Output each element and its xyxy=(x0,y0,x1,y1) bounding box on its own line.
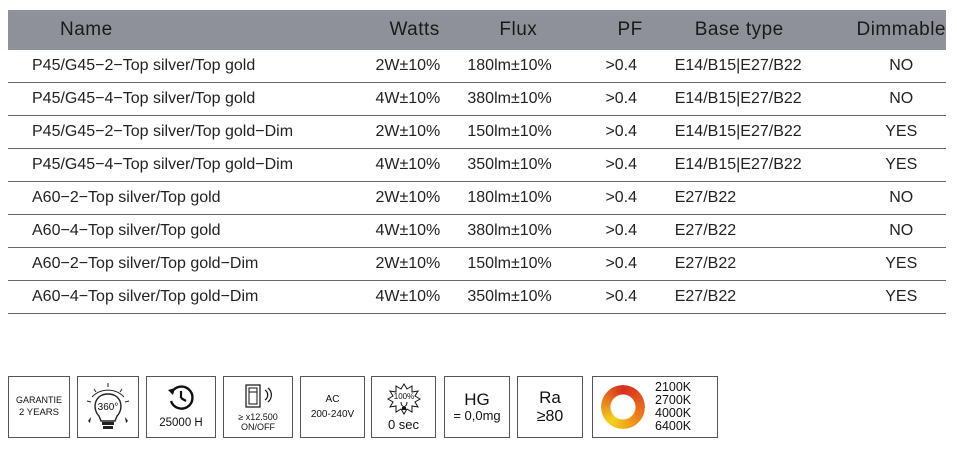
switch-icon xyxy=(245,384,272,408)
cell-name: P45/G45−2−Top silver/Top gold xyxy=(8,50,376,83)
cell-base-type: E27/B22 xyxy=(674,280,857,314)
table-header-row: Name Watts Flux PF Base type Dimmable xyxy=(8,10,946,50)
table-row: P45/G45−2−Top silver/Top gold−Dim 2W±10%… xyxy=(8,115,946,149)
cell-pf: >0.4 xyxy=(605,181,675,215)
cell-watts: 4W±10% xyxy=(375,148,468,182)
table-row: A60−2−Top silver/Top gold−Dim 2W±10% 150… xyxy=(8,247,946,281)
switching-count: ≥ x12.500 xyxy=(238,411,278,422)
table-row: A60−2−Top silver/Top gold 2W±10% 180lm±1… xyxy=(8,181,946,215)
cct-value: 2700K xyxy=(655,392,692,407)
lifetime-badge: 25000 H xyxy=(146,376,216,438)
cell-flux: 380lm±10% xyxy=(467,214,606,248)
cell-pf: >0.4 xyxy=(605,247,675,281)
cell-flux: 150lm±10% xyxy=(467,247,606,281)
instant-start-badge: 100% 0 sec xyxy=(371,376,436,438)
cell-flux: 180lm±10% xyxy=(467,181,606,215)
cell-dimmable: YES xyxy=(856,148,946,182)
cri-symbol: Ra xyxy=(539,388,561,408)
cell-flux: 350lm±10% xyxy=(467,280,606,314)
cell-dimmable: NO xyxy=(856,50,946,83)
cell-watts: 2W±10% xyxy=(375,115,468,149)
header-watts: Watts xyxy=(375,10,468,50)
guarantee-badge: GARANTIE 2 YEARS xyxy=(8,376,70,438)
table-row: P45/G45−2−Top silver/Top gold 2W±10% 180… xyxy=(8,50,946,83)
cell-base-type: E14/B15|E27/B22 xyxy=(674,115,857,149)
cri-value: ≥80 xyxy=(536,407,564,425)
cell-watts: 2W±10% xyxy=(375,181,468,215)
cell-watts: 4W±10% xyxy=(375,280,468,314)
cell-dimmable: YES xyxy=(856,280,946,314)
table-row: A60−4−Top silver/Top gold 4W±10% 380lm±1… xyxy=(8,214,946,248)
mercury-symbol: HG xyxy=(464,389,490,409)
cell-name: A60−2−Top silver/Top gold xyxy=(8,181,376,215)
cell-pf: >0.4 xyxy=(605,280,675,314)
instant-start-percent: 100% xyxy=(393,392,413,401)
cell-dimmable: NO xyxy=(856,82,946,116)
bulb-beam-icon: 360° xyxy=(86,383,130,429)
table-row: A60−4−Top silver/Top gold−Dim 4W±10% 350… xyxy=(8,280,946,314)
cell-watts: 2W±10% xyxy=(375,50,468,83)
cell-name: P45/G45−4−Top silver/Top gold−Dim xyxy=(8,148,376,182)
spec-table: Name Watts Flux PF Base type Dimmable P4… xyxy=(8,10,946,314)
table-row: P45/G45−4−Top silver/Top gold−Dim 4W±10%… xyxy=(8,148,946,182)
cell-flux: 380lm±10% xyxy=(467,82,606,116)
voltage-range: 200-240V xyxy=(310,409,355,420)
color-temperature-ring-icon xyxy=(601,385,645,429)
cell-base-type: E14/B15|E27/B22 xyxy=(674,148,857,182)
instant-start-icon: 100% xyxy=(386,382,421,415)
cell-pf: >0.4 xyxy=(605,50,675,83)
header-base-type: Base type xyxy=(674,10,857,50)
cell-pf: >0.4 xyxy=(605,148,675,182)
cell-name: A60−4−Top silver/Top gold−Dim xyxy=(8,280,376,314)
lifetime-label: 25000 H xyxy=(159,417,203,430)
cell-watts: 4W±10% xyxy=(375,214,468,248)
cell-dimmable: NO xyxy=(856,181,946,215)
color-temperature-badge: 2100K 2700K 4000K 6400K xyxy=(592,376,718,438)
header-name: Name xyxy=(8,10,376,50)
mercury-value: = 0,0mg xyxy=(453,408,501,424)
mercury-badge: HG = 0,0mg xyxy=(444,376,510,438)
cell-pf: >0.4 xyxy=(605,115,675,149)
cell-flux: 350lm±10% xyxy=(467,148,606,182)
cell-name: P45/G45−2−Top silver/Top gold−Dim xyxy=(8,115,376,149)
beam-angle-badge: 360° xyxy=(77,376,139,438)
cell-pf: >0.4 xyxy=(605,82,675,116)
voltage-badge: AC 200-240V xyxy=(300,376,365,438)
cell-dimmable: YES xyxy=(856,247,946,281)
cell-dimmable: NO xyxy=(856,214,946,248)
cell-name: A60−4−Top silver/Top gold xyxy=(8,214,376,248)
switching-cycles-badge: ≥ x12.500 ON/OFF xyxy=(223,376,293,438)
cell-watts: 4W±10% xyxy=(375,82,468,116)
voltage-type: AC xyxy=(325,393,340,405)
cell-flux: 180lm±10% xyxy=(467,50,606,83)
switching-on-off: ON/OFF xyxy=(241,422,275,432)
cell-base-type: E14/B15|E27/B22 xyxy=(674,50,857,83)
cell-base-type: E14/B15|E27/B22 xyxy=(674,82,857,116)
cell-flux: 150lm±10% xyxy=(467,115,606,149)
cell-base-type: E27/B22 xyxy=(674,247,857,281)
header-dimmable: Dimmable xyxy=(856,10,946,50)
table-row: P45/G45−4−Top silver/Top gold 4W±10% 380… xyxy=(8,82,946,116)
cell-pf: >0.4 xyxy=(605,214,675,248)
instant-start-label: 0 sec xyxy=(387,416,420,432)
cct-value: 6400K xyxy=(655,419,692,434)
cell-base-type: E27/B22 xyxy=(674,214,857,248)
cell-base-type: E27/B22 xyxy=(674,181,857,215)
cell-name: A60−2−Top silver/Top gold−Dim xyxy=(8,247,376,281)
clock-icon xyxy=(168,385,194,411)
header-flux: Flux xyxy=(467,10,606,50)
cct-value: 2100K xyxy=(655,379,692,394)
guarantee-years: 2 YEARS xyxy=(19,407,59,419)
cell-name: P45/G45−4−Top silver/Top gold xyxy=(8,82,376,116)
cri-badge: Ra ≥80 xyxy=(517,376,583,438)
header-pf: PF xyxy=(605,10,675,50)
cct-value: 4000K xyxy=(655,406,692,420)
guarantee-label: GARANTIE xyxy=(15,394,62,405)
beam-angle-label: 360° xyxy=(98,402,119,413)
cell-watts: 2W±10% xyxy=(375,247,468,281)
cell-dimmable: YES xyxy=(856,115,946,149)
